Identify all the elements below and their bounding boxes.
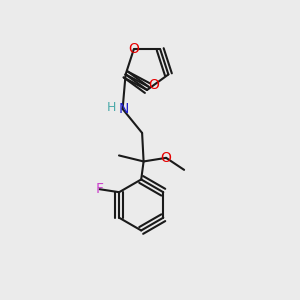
Text: F: F bbox=[96, 182, 104, 196]
Text: O: O bbox=[161, 151, 172, 165]
Text: O: O bbox=[148, 78, 159, 92]
Text: H: H bbox=[106, 101, 116, 114]
Text: N: N bbox=[119, 102, 129, 116]
Text: O: O bbox=[128, 42, 139, 56]
